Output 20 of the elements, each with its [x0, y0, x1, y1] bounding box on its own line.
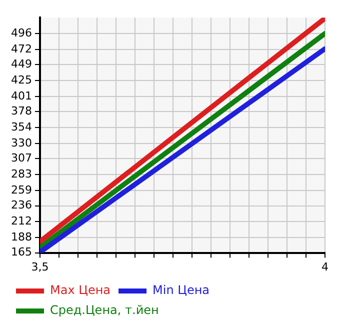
y-tick-label: 472	[10, 42, 32, 56]
y-tick-label: 330	[10, 136, 32, 150]
y-tick-label: 283	[10, 167, 32, 180]
legend-label: Max Цена	[50, 283, 111, 298]
legend-label: Min Цена	[152, 283, 210, 298]
y-tick-label: 307	[10, 152, 32, 165]
y-tick-label: 236	[10, 198, 32, 212]
y-tick-label: 449	[10, 58, 32, 70]
y-tick-label: 165	[10, 246, 32, 259]
y-tick-label: 212	[10, 214, 32, 228]
y-tick-label: 354	[10, 120, 32, 134]
x-tick-label: 3,5	[31, 260, 49, 274]
y-tick-label: 496	[10, 26, 32, 40]
y-tick-label: 259	[10, 183, 32, 196]
y-tick-label: 378	[10, 104, 32, 118]
x-tick-label: 4	[322, 260, 328, 274]
legend-label: Сред.Цена, т.йен	[50, 303, 159, 318]
y-tick-label: 401	[10, 89, 32, 102]
y-tick-label: 188	[10, 230, 32, 244]
y-tick-label: 425	[10, 73, 32, 86]
